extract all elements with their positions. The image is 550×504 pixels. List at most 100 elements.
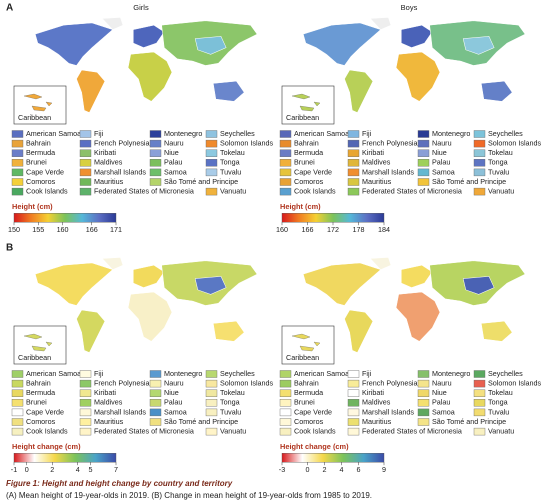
colorbar-tick-label: 5 xyxy=(89,465,93,474)
legend-swatch xyxy=(149,178,162,186)
legend-label: Marshall Islands xyxy=(94,407,146,416)
legend-swatch xyxy=(347,168,360,177)
legend-label: Federated States of Micronesia xyxy=(362,427,462,436)
legend-swatch xyxy=(279,139,292,148)
colorbar-tick-label: 184 xyxy=(378,225,390,234)
legend-swatch xyxy=(11,139,24,148)
legend-label: Vanuatu xyxy=(220,187,246,196)
legend-swatch xyxy=(347,139,360,148)
legend-label: Mauritius xyxy=(362,417,392,426)
legend-swatch xyxy=(279,379,292,388)
colorbar xyxy=(281,212,385,223)
legend-swatch xyxy=(279,178,292,186)
country-region xyxy=(212,320,245,342)
legend-swatch xyxy=(473,408,486,417)
legend-label: Solomon Islands xyxy=(488,139,542,148)
legend-swatch xyxy=(417,399,430,407)
legend-swatch xyxy=(11,389,24,397)
legend-label: Brunei xyxy=(294,398,315,407)
inset-box xyxy=(281,85,335,125)
inset-label: Caribbean xyxy=(18,113,51,122)
legend-swatch xyxy=(205,427,218,436)
legend-swatch xyxy=(473,130,486,138)
colorbar-title: Height (cm) xyxy=(12,202,53,211)
legend-label: Tokelau xyxy=(220,388,245,397)
legend-swatch xyxy=(11,379,24,388)
country-region xyxy=(34,22,114,66)
legend-label: Cape Verde xyxy=(26,407,64,416)
legend-label: Samoa xyxy=(164,407,187,416)
legend-swatch xyxy=(11,427,24,436)
legend-swatch xyxy=(11,370,24,378)
inset-islands xyxy=(291,93,321,112)
country-region xyxy=(395,51,441,102)
legend-label: São Tomé and Principe xyxy=(164,177,238,186)
legend-label: Marshall Islands xyxy=(94,167,146,176)
country-region xyxy=(302,262,382,306)
colorbar-tick-label: 6 xyxy=(357,465,361,474)
legend-swatch xyxy=(417,379,430,388)
legend-label: Nauru xyxy=(164,139,184,148)
legend-label: Niue xyxy=(432,148,447,157)
legend-label: Bermuda xyxy=(294,388,323,397)
legend-label: French Polynesia xyxy=(94,379,150,388)
legend-label: Tonga xyxy=(220,398,240,407)
legend-label: Montenegro xyxy=(164,129,202,138)
legend-swatch xyxy=(473,399,486,407)
legend-swatch xyxy=(279,130,292,138)
legend-swatch xyxy=(79,187,92,196)
colorbar-tick-label: 2 xyxy=(323,465,327,474)
inset-islands xyxy=(291,333,321,352)
inset-box xyxy=(13,325,67,365)
legend-swatch xyxy=(205,379,218,388)
legend-swatch xyxy=(347,159,360,167)
legend-label: Bermuda xyxy=(294,148,323,157)
legend-label: Bahrain xyxy=(26,379,51,388)
legend-swatch xyxy=(149,379,162,388)
legend-label: Maldives xyxy=(94,158,123,167)
legend-label: Maldives xyxy=(362,398,391,407)
inset-label: Caribbean xyxy=(18,353,51,362)
country-region xyxy=(194,276,227,295)
legend-swatch xyxy=(205,149,218,157)
country-region xyxy=(462,36,495,55)
colorbar-tick-label: 160 xyxy=(276,225,288,234)
legend-swatch xyxy=(347,187,360,196)
legend-label: Federated States of Micronesia xyxy=(94,187,194,196)
legend-label: Tuvalu xyxy=(488,407,509,416)
legend-label: Nauru xyxy=(432,379,452,388)
colorbar-tick-label: -1 xyxy=(11,465,17,474)
country-region xyxy=(34,262,114,306)
world-map xyxy=(34,17,258,113)
legend-label: Brunei xyxy=(26,158,47,167)
world-map xyxy=(302,17,526,113)
legend-label: Solomon Islands xyxy=(220,139,274,148)
country-region xyxy=(369,257,392,270)
legend-swatch xyxy=(149,139,162,148)
legend-swatch xyxy=(279,149,292,157)
legend-swatch xyxy=(149,418,162,426)
legend-swatch xyxy=(347,130,360,138)
legend-label: Samoa xyxy=(164,167,187,176)
legend-label: Kiribati xyxy=(362,148,384,157)
legend-swatch xyxy=(347,370,360,378)
caption-title: Figure 1: Height and height change by co… xyxy=(6,479,233,488)
legend-swatch xyxy=(79,418,92,426)
map-title: Girls xyxy=(133,3,149,12)
legend-swatch xyxy=(279,389,292,397)
legend-swatch xyxy=(149,130,162,138)
world-map xyxy=(302,257,526,353)
legend-swatch xyxy=(11,159,24,167)
legend-swatch xyxy=(279,187,292,196)
legend-label: Kiribati xyxy=(94,388,116,397)
legend-label: Vanuatu xyxy=(220,427,246,436)
colorbar-title: Height change (cm) xyxy=(12,442,81,451)
legend-label: Fiji xyxy=(362,369,372,378)
legend-label: Fiji xyxy=(94,369,104,378)
legend-label: Cook Islands xyxy=(294,427,336,436)
country-region xyxy=(76,309,106,353)
legend-swatch xyxy=(347,149,360,157)
legend-label: American Samoa xyxy=(294,129,349,138)
country-region xyxy=(133,264,165,288)
colorbar-tick-label: 0 xyxy=(306,465,310,474)
